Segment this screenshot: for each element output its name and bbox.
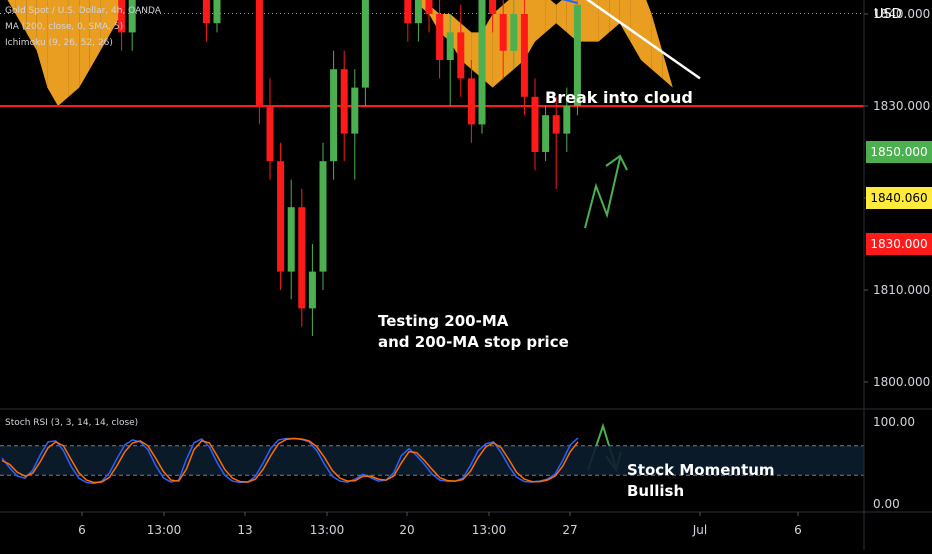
testing-annotation-line1: Testing 200-MA [378,312,509,330]
ichimoku-cloud-segment [641,0,652,70]
candle-body [361,0,369,88]
candle-body [319,161,327,272]
x-tick-label: Jul [692,523,707,537]
x-tick-label: 27 [562,523,577,537]
ichimoku-cloud-segment [47,0,58,106]
candle-body [330,69,338,162]
candle-body [436,14,444,60]
stoch-tick-label: 0.00 [873,497,900,511]
current-price-tag: 1840.060 [866,187,932,209]
candle-body [277,161,285,272]
x-tick-label: 6 [794,523,802,537]
candle-body [308,271,316,309]
candle-body [499,14,507,51]
candle-body [404,0,412,24]
descending-trendline [585,0,701,80]
resistance-price-tag: 1850.000 [866,141,932,163]
ichimoku-cloud-segment [619,0,631,42]
ichimoku-cloud-segment [36,0,48,88]
ichimoku-cloud-segment [100,0,111,51]
ichimoku-cloud-segment [89,0,101,70]
ichimoku-cloud-segment [651,14,663,79]
y-tick-label: 1840.000 [873,7,930,21]
stoch-legend: Stoch RSI (3, 3, 14, 14, close) [5,418,139,428]
candle-body [213,0,221,24]
y-tick-label: 1810.000 [873,283,930,297]
candle-body [573,4,581,106]
candle-body [414,0,422,24]
candle-body [542,115,550,152]
ichimoku-legend: Ichimoku (9, 26, 52, 26) [5,38,113,48]
ichimoku-cloud-segment [609,0,620,33]
x-tick-label: 13 [237,523,252,537]
x-tick-label: 6 [78,523,86,537]
candle-body [351,87,359,134]
momentum-annotation-line1: Stock Momentum [627,461,775,479]
ichimoku-cloud-segment [7,0,16,14]
candle-body [202,0,210,24]
symbol-legend: Gold Spot / U.S. Dollar, 4h, OANDA [5,6,161,16]
stoch-d-line [1,437,579,484]
ichimoku-cloud-segment [545,0,557,33]
candle-body [467,78,475,125]
ichimoku-cloud-segment [68,0,80,97]
currency-label: USD [874,7,902,22]
ichimoku-cloud-segment [58,0,69,106]
y-tick-label: 1800.000 [873,375,930,389]
candle-body [531,96,539,152]
candle-body [489,0,497,14]
ichimoku-cloud-segment [15,0,27,33]
y-tick-label: 1830.000 [873,99,930,113]
candle-body [510,14,518,51]
candle-body [425,0,433,15]
candle-body [298,207,306,309]
x-tick-label: 13:00 [472,523,507,537]
ma-legend: MA (200, close, 0, SMA, 5) [5,22,124,32]
x-tick-label: 13:00 [310,523,345,537]
ichimoku-cloud-segment [26,0,37,51]
x-tick-label: 13:00 [147,523,182,537]
ichimoku-cloud-segment [556,0,567,33]
candle-body [478,0,486,125]
ichimoku-cloud-segment [535,0,546,42]
projection-arrow-line [584,157,621,229]
candle-body [128,0,136,33]
projection-arrowhead [605,154,628,171]
candle-body [457,32,465,79]
support-price-tag: 1830.000 [866,233,932,255]
ichimoku-cloud-segment [79,0,90,88]
stoch-tick-label: 100.00 [873,415,915,429]
candle-body [255,0,263,106]
breakout-annotation: Break into cloud [545,88,693,107]
candle-body [446,32,454,60]
candle-body [552,115,560,134]
ichimoku-cloud-segment [662,50,673,88]
momentum-annotation-line2: Bullish [627,482,685,500]
ichimoku-cloud-segment [588,0,599,42]
testing-annotation-line2: and 200-MA stop price [378,333,569,351]
candle-body [118,0,126,33]
x-tick-label: 20 [399,523,414,537]
candle-body [287,207,295,272]
ichimoku-cloud-segment [630,0,641,60]
candle-body [520,14,528,97]
candle-body [266,106,274,162]
candle-body [563,106,571,134]
candle-body [340,69,348,134]
